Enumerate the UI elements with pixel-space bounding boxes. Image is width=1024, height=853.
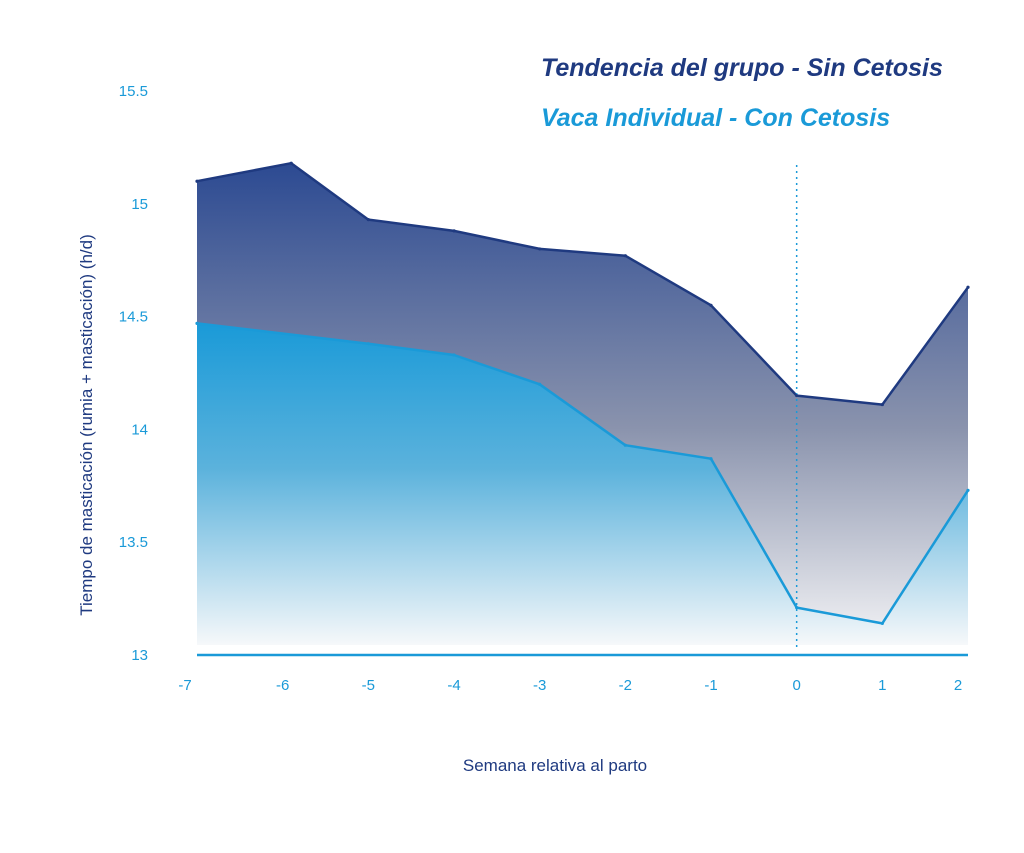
point-individual-0 bbox=[195, 321, 199, 325]
point-group-1 bbox=[289, 161, 293, 165]
y-tick-label: 14.5 bbox=[119, 309, 148, 326]
point-group-4 bbox=[538, 247, 542, 251]
x-tick-label: -4 bbox=[447, 677, 460, 694]
point-individual-6 bbox=[795, 606, 799, 610]
y-axis-ticks: 13 13.5 14 14.5 15 15.5 bbox=[119, 83, 148, 664]
legend: Tendencia del grupo - Sin Cetosis Vaca I… bbox=[541, 54, 943, 132]
plot-area bbox=[195, 161, 970, 657]
point-individual-4 bbox=[623, 443, 627, 447]
legend-entry-group: Tendencia del grupo - Sin Cetosis bbox=[541, 54, 943, 82]
x-tick-label: -3 bbox=[533, 677, 546, 694]
x-axis-ticks: -7 -6 -5 -4 -3 -2 -1 0 1 2 bbox=[178, 677, 962, 694]
data-points bbox=[195, 161, 970, 626]
y-tick-label: 13.5 bbox=[119, 534, 148, 551]
y-axis-title: Tiempo de masticación (rumia + masticaci… bbox=[77, 234, 96, 616]
point-group-2 bbox=[366, 217, 370, 222]
x-tick-label: -1 bbox=[704, 677, 717, 694]
x-tick-label: 2 bbox=[954, 677, 962, 694]
y-tick-label: 15 bbox=[131, 196, 148, 213]
point-individual-1 bbox=[366, 342, 370, 346]
x-tick-label: -7 bbox=[178, 677, 191, 694]
y-tick-label: 13 bbox=[131, 647, 148, 664]
point-individual-8 bbox=[966, 488, 970, 492]
point-group-0 bbox=[195, 179, 199, 183]
point-group-3 bbox=[452, 229, 456, 233]
point-individual-3 bbox=[538, 382, 542, 386]
x-tick-label: -6 bbox=[276, 677, 289, 694]
legend-entry-individual: Vaca Individual - Con Cetosis bbox=[541, 104, 890, 132]
point-group-5 bbox=[623, 254, 627, 258]
point-group-8 bbox=[880, 402, 884, 407]
line-group bbox=[196, 161, 970, 406]
x-tick-label: 1 bbox=[878, 677, 886, 694]
y-tick-label: 15.5 bbox=[119, 83, 148, 100]
point-individual-7 bbox=[880, 621, 884, 626]
area-individual bbox=[197, 323, 968, 645]
x-tick-label: -5 bbox=[362, 677, 375, 694]
y-tick-label: 14 bbox=[131, 421, 148, 438]
x-tick-label: 0 bbox=[792, 677, 800, 694]
point-group-7 bbox=[795, 393, 799, 398]
point-group-6 bbox=[709, 303, 713, 307]
x-tick-label: -2 bbox=[619, 677, 632, 694]
point-individual-5 bbox=[709, 457, 713, 461]
x-axis-title: Semana relativa al parto bbox=[463, 756, 647, 775]
point-group-9 bbox=[966, 285, 970, 289]
point-individual-2 bbox=[452, 353, 456, 357]
